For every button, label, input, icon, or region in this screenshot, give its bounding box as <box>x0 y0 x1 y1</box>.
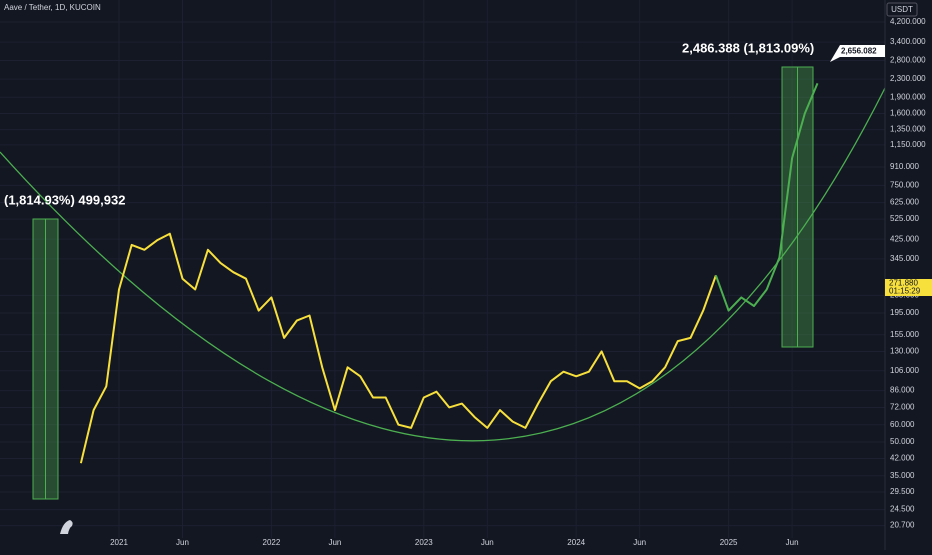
countdown: 01:15:29 <box>889 287 921 296</box>
y-tick-label: 29.500 <box>890 487 915 496</box>
y-tick-label: 4,200.000 <box>890 17 926 26</box>
price-line <box>714 82 819 312</box>
y-tick-label: 625.000 <box>890 198 919 207</box>
x-tick-label: 2024 <box>567 538 585 547</box>
high-label-box <box>830 45 885 62</box>
x-tick-label: 2021 <box>110 538 128 547</box>
y-tick-label: 1,350.000 <box>890 125 926 134</box>
annotation: 2,486.388 (1,813.09%) <box>682 40 814 55</box>
x-tick-label: 2022 <box>263 538 281 547</box>
x-tick-label: Jun <box>328 538 341 547</box>
grid <box>0 0 885 538</box>
y-tick-label: 2,300.000 <box>890 74 926 83</box>
y-tick-label: 130.000 <box>890 347 919 356</box>
y-tick-label: 35.000 <box>890 471 915 480</box>
y-tick-label: 86.000 <box>890 386 915 395</box>
y-tick-label: 750.000 <box>890 180 919 189</box>
y-tick-label: 50.000 <box>890 437 915 446</box>
annotation: (1,814.93%) 499,932 <box>4 192 125 207</box>
y-tick-label: 60.000 <box>890 420 915 429</box>
y-tick-label: 345.000 <box>890 254 919 263</box>
x-tick-label: 2023 <box>415 538 433 547</box>
y-tick-label: 2,800.000 <box>890 56 926 65</box>
y-tick-label: 3,400.000 <box>890 37 926 46</box>
y-tick-label: 425.000 <box>890 234 919 243</box>
y-tick-label: 1,150.000 <box>890 140 926 149</box>
y-tick-label: 155.000 <box>890 330 919 339</box>
series <box>79 82 819 464</box>
price-line <box>79 232 717 464</box>
currency-box <box>886 2 918 17</box>
currency: USDT <box>891 5 913 14</box>
y-tick-label: 1,600.000 <box>890 109 926 118</box>
high-label: 2,656.082 <box>841 47 877 56</box>
y-tick-label: 525.000 <box>890 214 919 223</box>
y-tick-label: 910.000 <box>890 162 919 171</box>
x-tick-label: 2025 <box>720 538 738 547</box>
y-tick-label: 72.000 <box>890 403 915 412</box>
x-tick-label: Jun <box>633 538 646 547</box>
y-tick-label: 20.700 <box>890 521 915 530</box>
chart-title: Aave / Tether, 1D, KUCOIN <box>4 3 101 12</box>
trend-curve <box>0 87 886 442</box>
x-tick-label: Jun <box>176 538 189 547</box>
y-tick-label: 106.000 <box>890 366 919 375</box>
logo <box>60 520 73 534</box>
y-tick-label: 195.000 <box>890 308 919 317</box>
last-price-box <box>885 279 932 296</box>
last-price: 271.880 <box>889 279 918 288</box>
x-tick-label: Jun <box>481 538 494 547</box>
y-tick-label: 1,900.000 <box>890 92 926 101</box>
x-tick-label: Jun <box>786 538 799 547</box>
y-tick-label: 42.000 <box>890 454 915 463</box>
y-tick-label: 24.500 <box>890 505 915 514</box>
